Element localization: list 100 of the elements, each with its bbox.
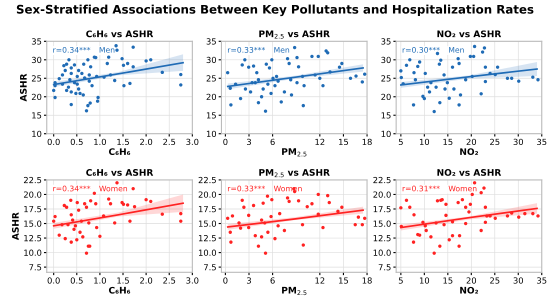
x-tick-label: 1.0 xyxy=(94,138,106,146)
y-tick-label: 15 xyxy=(32,112,42,119)
point xyxy=(256,78,260,82)
point xyxy=(318,76,322,80)
point xyxy=(302,243,305,247)
point xyxy=(106,197,110,201)
x-tick-label: 1.5 xyxy=(117,138,129,146)
point xyxy=(439,58,442,62)
point xyxy=(226,216,230,220)
y-tick-label: 25 xyxy=(381,75,391,82)
point xyxy=(286,56,290,60)
point xyxy=(228,230,232,234)
x-tick-label: 3 xyxy=(246,277,251,284)
point xyxy=(282,90,286,94)
x-tick-label: 6 xyxy=(270,138,275,146)
y-tick-label: 22.5 xyxy=(24,176,42,184)
point xyxy=(354,222,357,226)
point xyxy=(295,81,299,84)
point xyxy=(270,58,274,62)
point xyxy=(348,76,352,80)
x-tick-label: 1.0 xyxy=(94,277,106,284)
chart-title: C₆H₆ vs ASHR xyxy=(86,30,154,38)
point xyxy=(255,71,258,74)
x-tick-label: 3.0 xyxy=(186,138,198,146)
point xyxy=(94,226,98,230)
y-tick-label: 15 xyxy=(206,112,216,119)
x-tick-label: 0.0 xyxy=(48,138,60,146)
x-tick-label: 30 xyxy=(514,277,524,284)
point xyxy=(238,96,242,100)
x-tick-label: 10 xyxy=(420,277,430,284)
point xyxy=(400,76,404,80)
point xyxy=(496,65,500,69)
point xyxy=(472,54,476,58)
point xyxy=(252,64,256,68)
point xyxy=(108,202,112,206)
point xyxy=(362,216,366,220)
point xyxy=(273,84,277,88)
x-tick-label: 15 xyxy=(339,138,348,146)
point xyxy=(412,71,416,74)
point xyxy=(448,238,451,242)
y-tick-label: 20 xyxy=(381,94,391,100)
point xyxy=(72,228,76,232)
point xyxy=(531,212,535,216)
point xyxy=(160,212,164,216)
point xyxy=(432,110,436,114)
point xyxy=(468,202,472,206)
point xyxy=(424,72,427,76)
point xyxy=(446,81,450,84)
point xyxy=(260,95,264,98)
point xyxy=(278,212,282,216)
point xyxy=(404,198,408,202)
point xyxy=(321,84,325,88)
point xyxy=(316,192,320,196)
point xyxy=(310,202,314,206)
point xyxy=(484,80,488,84)
point xyxy=(338,65,342,69)
y-tick-label: 12.5 xyxy=(24,235,42,242)
point xyxy=(429,235,433,239)
point xyxy=(84,251,88,255)
x-tick-label: 15 xyxy=(443,277,452,284)
point xyxy=(98,234,102,238)
point xyxy=(408,58,412,62)
point xyxy=(362,72,366,76)
point xyxy=(266,82,270,86)
point xyxy=(456,56,460,60)
point xyxy=(260,218,264,222)
point xyxy=(92,192,96,195)
y-tick-label: 30 xyxy=(206,56,216,64)
point xyxy=(408,206,412,209)
point xyxy=(412,103,416,107)
point xyxy=(399,206,403,210)
point xyxy=(248,90,252,94)
y-tick-label: 12.5 xyxy=(198,235,216,242)
point xyxy=(290,93,294,97)
point xyxy=(306,204,309,208)
x-axis-title: PM$_{2.5}$ xyxy=(282,148,306,156)
point xyxy=(444,214,448,218)
point xyxy=(269,92,273,96)
y-tick-label: 30 xyxy=(381,56,391,64)
point xyxy=(94,202,98,206)
x-tick-label: 5 xyxy=(398,138,403,146)
point xyxy=(280,100,283,104)
point xyxy=(87,221,91,225)
point xyxy=(229,240,233,244)
x-tick-label: 3.0 xyxy=(186,277,198,284)
point xyxy=(536,78,540,82)
y-tick-label: 7.5 xyxy=(204,264,216,270)
x-tick-label: 20 xyxy=(466,277,476,284)
x-tick-label: 35 xyxy=(537,277,546,284)
point xyxy=(442,73,446,77)
point xyxy=(273,236,277,240)
x-tick-label: 0 xyxy=(223,277,228,284)
point xyxy=(126,203,130,207)
y-tick-label: 22.5 xyxy=(198,176,216,184)
x-tick-label: 20 xyxy=(466,138,476,146)
point xyxy=(144,198,148,202)
point xyxy=(179,212,182,216)
point xyxy=(149,200,152,204)
point xyxy=(70,240,73,244)
point xyxy=(458,234,462,238)
